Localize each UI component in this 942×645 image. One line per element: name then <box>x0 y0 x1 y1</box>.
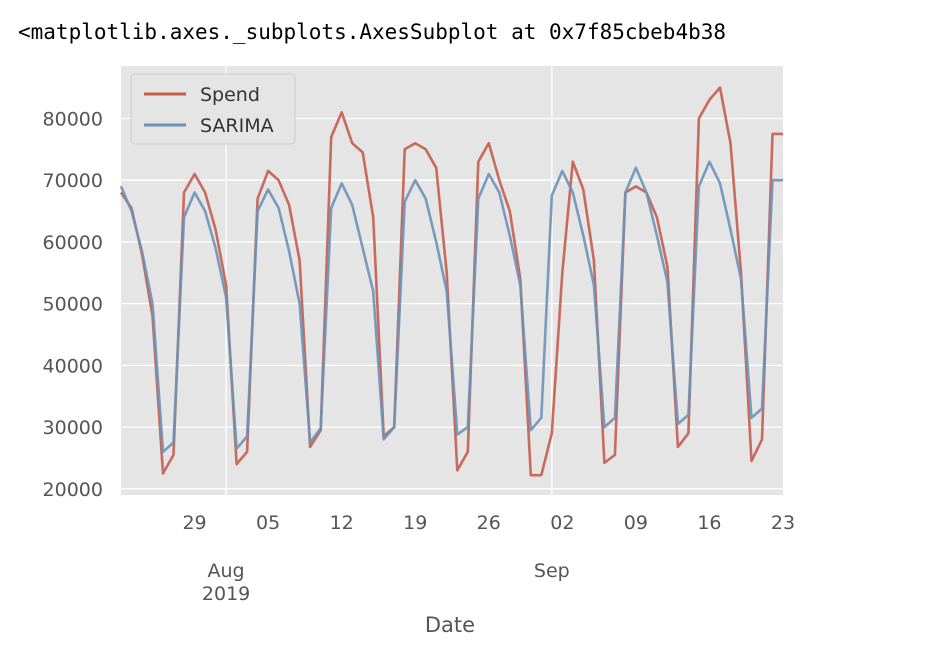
y-tick-label: 80000 <box>43 108 103 130</box>
x-tick-label: 19 <box>403 512 427 534</box>
legend: Spend SARIMA <box>130 73 296 145</box>
x-tick-label: 26 <box>477 512 501 534</box>
x-month-label: Sep <box>534 560 570 582</box>
x-month-label: Aug <box>208 560 245 582</box>
series-line-sarima <box>119 160 783 454</box>
y-tick-label: 50000 <box>43 294 103 316</box>
y-tick-label: 60000 <box>43 232 103 254</box>
x-tick-label: 16 <box>697 512 721 534</box>
series-lines <box>119 86 783 477</box>
y-tick-label: 70000 <box>43 170 103 192</box>
legend-sarima-label: SARIMA <box>200 115 274 137</box>
y-tick-label: 30000 <box>43 417 103 439</box>
y-tick-label: 40000 <box>43 355 103 377</box>
x-tick-label: 09 <box>624 512 648 534</box>
x-axis-label: Date <box>425 613 475 637</box>
x-tick-label: 29 <box>182 512 206 534</box>
x-tick-label: 05 <box>256 512 280 534</box>
legend-spend-label: Spend <box>200 84 260 106</box>
y-axis-ticks: 20000 30000 40000 50000 60000 70000 80000 <box>43 108 103 500</box>
x-year-label: 2019 <box>202 583 250 605</box>
x-tick-label: 02 <box>550 512 574 534</box>
y-tick-label: 20000 <box>43 479 103 501</box>
cell-output-repr: <matplotlib.axes._subplots.AxesSubplot a… <box>18 20 727 44</box>
x-tick-label: 12 <box>330 512 354 534</box>
x-tick-label: 23 <box>771 512 795 534</box>
